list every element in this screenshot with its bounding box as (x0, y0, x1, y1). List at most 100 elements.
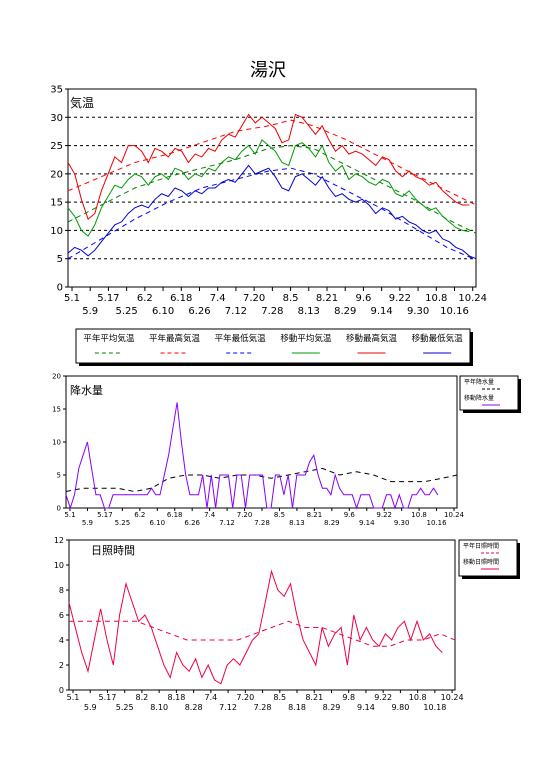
x-tick-label: 6.10 (152, 306, 174, 317)
x-tick-label: 6.18 (170, 293, 192, 304)
y-tick-label: 5 (57, 254, 63, 265)
plot-frame (68, 539, 456, 691)
y-tick-label: 10 (54, 561, 64, 570)
plot-frame (67, 88, 477, 288)
x-tick-label: 7.4 (204, 511, 216, 519)
x-tick-label: 7.28 (261, 306, 283, 317)
y-tick-label: 2 (59, 661, 64, 670)
legend-label: 移動最高気温 (346, 333, 398, 344)
x-tick-label: 8.2 (136, 693, 149, 702)
y-tick-label: 25 (50, 141, 63, 152)
x-tick-label: 8.29 (334, 306, 356, 317)
y-axis-label: 気温 (70, 95, 94, 110)
y-tick-label: 5 (57, 471, 61, 479)
legend-label: 平年最低気温 (215, 333, 267, 344)
x-tick-label: 5.1 (64, 293, 80, 304)
x-tick-label: 5.17 (99, 693, 117, 702)
x-tick-label: 6.2 (137, 293, 153, 304)
x-tick-label: 7.28 (254, 703, 272, 712)
y-tick-label: 12 (54, 536, 64, 545)
x-tick-label: 10.8 (409, 693, 427, 702)
x-tick-label: 10.16 (427, 519, 448, 527)
y-tick-label: 35 (50, 85, 63, 96)
y-tick-label: 15 (50, 198, 63, 209)
x-tick-label: 7.28 (254, 519, 270, 527)
y-axis-label: 降水量 (70, 383, 103, 397)
x-tick-label: 9.14 (359, 519, 375, 527)
y-tick-label: 8 (59, 586, 64, 595)
series-line-6 (67, 164, 477, 260)
page-title: 湯沢 (250, 60, 286, 81)
x-tick-label: 6.26 (184, 519, 200, 527)
x-tick-label: 8.5 (273, 693, 286, 702)
series-line-1 (65, 467, 458, 493)
series-line-2 (65, 402, 439, 510)
plot-frame (65, 375, 458, 509)
x-tick-label: 5.1 (67, 693, 80, 702)
x-tick-label: 10.24 (444, 511, 465, 519)
x-tick-label: 10.8 (425, 293, 447, 304)
x-tick-label: 9.30 (394, 519, 410, 527)
x-tick-label: 10.8 (411, 511, 427, 519)
precipitation-chart: 0 5 10 15 20 5.1 5.9 5.175.256.2 6.106.186.26 7.4… (52, 372, 521, 527)
x-tick-label: 10.24 (458, 293, 487, 304)
legend-label: 移動降水量 (464, 394, 494, 402)
x-tick-label: 8.21 (307, 511, 323, 519)
x-tick-label: 8.18 (167, 693, 185, 702)
series-line-2 (67, 119, 477, 206)
x-tick-label: 8.21 (305, 693, 323, 702)
y-tick-label: 0 (57, 283, 63, 294)
legend-label: 平年平均気温 (83, 333, 135, 344)
x-tick-label: 5.9 (84, 703, 97, 712)
x-tick-label: 6.26 (188, 306, 210, 317)
x-tick-label: 8.18 (288, 703, 306, 712)
x-tick-label: 7.20 (237, 511, 253, 519)
x-tick-label: 7.12 (219, 703, 237, 712)
legend-label: 平年降水量 (464, 378, 494, 386)
sunshine-chart: 0246810125.15.95.175.258.28.108.188.287.… (54, 536, 520, 712)
x-tick-label: 9.14 (371, 306, 393, 317)
x-tick-label: 7.12 (225, 306, 247, 317)
x-tick-label: 10.24 (441, 693, 464, 702)
x-tick-label: 7.20 (243, 293, 265, 304)
x-tick-label: 7.4 (210, 293, 226, 304)
y-tick-label: 6 (59, 611, 64, 620)
y-tick-label: 10 (52, 438, 61, 446)
x-tick-label: 9.22 (389, 293, 411, 304)
x-tick-label: 8.13 (289, 519, 305, 527)
x-tick-label: 9.30 (407, 306, 429, 317)
x-tick-label: 5.25 (116, 306, 138, 317)
x-tick-label: 8.29 (323, 703, 341, 712)
x-tick-label: 9.22 (374, 693, 392, 702)
x-tick-label: 9.22 (376, 511, 392, 519)
x-tick-label: 9.8 (342, 693, 355, 702)
y-tick-label: 15 (52, 405, 61, 413)
series-line-2 (68, 569, 443, 685)
x-tick-label: 8.28 (185, 703, 203, 712)
legend-label: 移動平均気温 (280, 333, 332, 344)
x-tick-label: 8.21 (316, 293, 338, 304)
x-tick-label: 7.12 (219, 519, 235, 527)
x-tick-label: 6.10 (149, 519, 165, 527)
legend-box (75, 328, 471, 364)
x-tick-label: 8.5 (274, 511, 285, 519)
series-line-1 (67, 145, 477, 234)
legend-label: 移動最低気温 (412, 333, 464, 344)
x-tick-label: 9.14 (357, 703, 375, 712)
y-tick-label: 30 (50, 113, 63, 124)
x-tick-label: 6.18 (167, 511, 183, 519)
x-tick-label: 9.6 (355, 293, 371, 304)
y-tick-label: 0 (59, 686, 64, 695)
y-tick-label: 0 (57, 504, 61, 512)
y-tick-label: 20 (52, 372, 61, 380)
x-tick-label: 7.4 (204, 693, 217, 702)
x-tick-label: 5.9 (82, 306, 98, 317)
series-line-3 (67, 167, 477, 261)
x-tick-label: 5.25 (116, 703, 134, 712)
x-tick-label: 9.6 (344, 511, 356, 519)
x-tick-label: 10.18 (423, 703, 446, 712)
x-tick-label: 6.2 (134, 511, 145, 519)
series-line-1 (69, 620, 456, 647)
x-tick-label: 8.10 (150, 703, 168, 712)
